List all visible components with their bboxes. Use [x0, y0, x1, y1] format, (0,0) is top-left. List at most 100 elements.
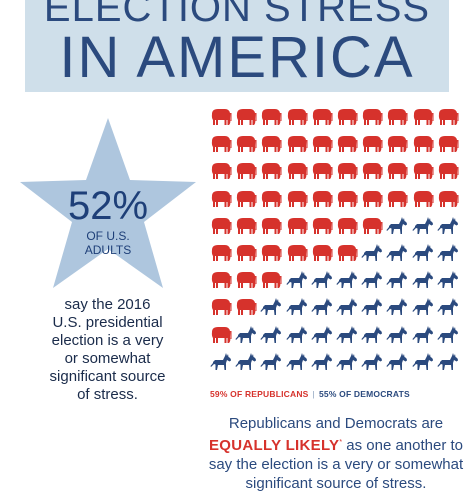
star-icon	[20, 118, 196, 288]
donkey-icon	[311, 271, 333, 289]
elephant-icon	[235, 108, 257, 126]
donkey-icon	[412, 325, 434, 344]
elephant-icon	[437, 108, 459, 126]
title-banner: ELECTION STRESS IN AMERICA	[25, 0, 449, 92]
donkey-icon	[336, 298, 358, 316]
description-line: say the 2016	[64, 296, 151, 313]
donkey-icon	[437, 352, 459, 371]
donkey-icon	[437, 298, 459, 316]
donkey-icon	[386, 244, 408, 262]
party-percent-legend: 59% OF REPUBLICANS | 55% OF DEMOCRATS	[210, 389, 410, 399]
elephant-icon	[210, 298, 232, 316]
elephant-icon	[311, 162, 333, 180]
elephant-icon	[336, 162, 358, 180]
donkey-icon	[386, 298, 408, 316]
elephant-icon	[361, 190, 383, 208]
stat-percent: 52%	[67, 184, 149, 228]
donkey-icon	[235, 352, 257, 371]
stat-label: OF U.S. ADULTS	[18, 229, 198, 257]
footer-note: Republicans and Democrats are EQUALLY LI…	[198, 414, 474, 493]
elephant-icon	[235, 162, 257, 180]
elephant-icon	[311, 108, 333, 126]
elephant-icon	[210, 217, 232, 235]
stat-label-line1: OF U.S.	[86, 229, 130, 243]
note-asterisk: *	[339, 439, 343, 446]
party-pictogram	[210, 108, 460, 380]
elephant-icon	[210, 135, 232, 153]
elephant-icon	[286, 135, 308, 153]
donkey-icon	[412, 216, 434, 235]
donkey-icon	[286, 298, 308, 316]
donkey-icon	[311, 352, 333, 371]
donkey-icon	[336, 352, 358, 371]
description-line: or somewhat	[64, 350, 151, 367]
elephant-icon	[361, 217, 383, 235]
donkey-icon	[336, 325, 358, 344]
elephant-icon	[210, 271, 232, 289]
elephant-icon	[235, 244, 257, 262]
donkey-icon	[311, 298, 333, 316]
donkey-icon	[311, 325, 333, 344]
elephant-icon	[311, 217, 333, 235]
elephant-icon	[361, 162, 383, 180]
elephant-icon	[235, 190, 257, 208]
donkey-icon	[361, 352, 383, 371]
elephant-icon	[260, 190, 282, 208]
elephant-icon	[235, 217, 257, 235]
stat-star: 52% OF U.S. ADULTS	[18, 118, 198, 293]
elephant-icon	[286, 190, 308, 208]
note-line3: say the election is a very or somewhat	[208, 456, 464, 473]
donkey-icon	[412, 271, 434, 289]
elephant-icon	[260, 108, 282, 126]
elephant-icon	[210, 108, 232, 126]
elephant-icon	[386, 135, 408, 153]
elephant-icon	[412, 190, 434, 208]
donkey-icon	[412, 352, 434, 371]
elephant-icon	[311, 244, 333, 262]
elephant-icon	[412, 108, 434, 126]
elephant-icon	[336, 135, 358, 153]
donkey-icon	[437, 244, 459, 262]
legend-separator: |	[312, 389, 315, 399]
note-line2: EQUALLY LIKELY* as one another to	[198, 433, 474, 455]
elephant-icon	[361, 135, 383, 153]
elephant-icon	[386, 108, 408, 126]
donkey-icon	[210, 352, 232, 371]
elephant-icon	[286, 108, 308, 126]
donkey-icon	[437, 216, 459, 235]
elephant-icon	[386, 162, 408, 180]
elephant-icon	[286, 217, 308, 235]
donkey-icon	[361, 325, 383, 344]
stat-description: say the 2016 U.S. presidential election …	[25, 296, 190, 404]
note-highlight: EQUALLY LIKELY	[208, 437, 340, 454]
elephant-icon	[437, 190, 459, 208]
page-title: IN AMERICA	[59, 25, 415, 90]
donkey-icon	[336, 271, 358, 289]
donkey-icon	[361, 244, 383, 262]
elephant-icon	[437, 135, 459, 153]
elephant-icon	[210, 162, 232, 180]
donkey-icon	[437, 271, 459, 289]
note-line1: Republicans and Democrats are	[228, 415, 444, 432]
elephant-icon	[412, 135, 434, 153]
republican-percent: 59% OF REPUBLICANS	[210, 389, 309, 399]
donkey-icon	[260, 352, 282, 371]
elephant-icon	[437, 162, 459, 180]
donkey-icon	[412, 298, 434, 316]
elephant-icon	[336, 108, 358, 126]
elephant-icon	[260, 271, 282, 289]
description-line: significant source	[49, 368, 166, 385]
donkey-icon	[386, 352, 408, 371]
democrat-percent: 55% OF DEMOCRATS	[318, 389, 410, 399]
donkey-icon	[437, 325, 459, 344]
elephant-icon	[260, 217, 282, 235]
donkey-icon	[412, 244, 434, 262]
donkey-icon	[286, 325, 308, 344]
donkey-icon	[386, 325, 408, 344]
note-line4: significant source of stress.	[245, 475, 427, 492]
description-line: election is a very	[51, 332, 164, 349]
donkey-icon	[286, 271, 308, 289]
elephant-icon	[235, 135, 257, 153]
elephant-icon	[336, 217, 358, 235]
donkey-icon	[286, 352, 308, 371]
